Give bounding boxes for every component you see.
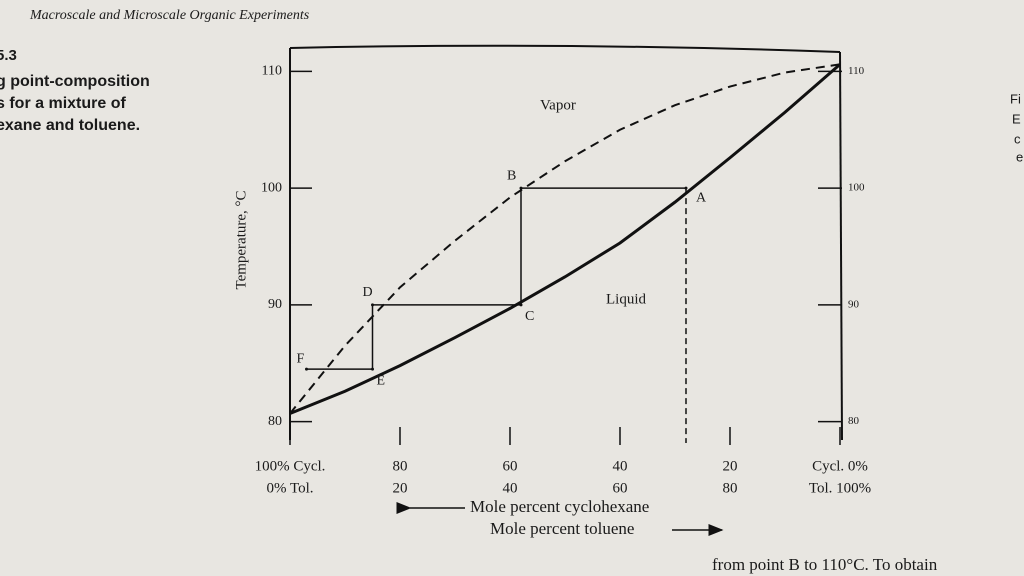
x-tick-label: 20 <box>723 458 738 474</box>
margin-text: E <box>1012 111 1021 126</box>
x2-axis-label: Mole percent toluene <box>490 519 634 538</box>
series-label: Vapor <box>540 97 576 113</box>
plot-frame-top <box>289 44 841 53</box>
y2-tick-label: 110 <box>848 65 865 77</box>
x-tick-label: 80 <box>393 458 408 474</box>
series-label: Liquid <box>606 291 646 307</box>
x2-tick-label: 20 <box>393 480 408 496</box>
y-axis-label: Temperature, °C <box>233 190 249 289</box>
point-label: F <box>297 351 305 366</box>
point <box>371 303 374 307</box>
y2-axis <box>839 51 843 441</box>
y2-tick-label: 100 <box>848 182 865 194</box>
y-tick-label: 80 <box>268 414 282 429</box>
x-axis-label: Mole percent cyclohexane <box>470 497 649 516</box>
margin-text: Fi <box>1010 91 1021 106</box>
x2-tick-label: 60 <box>613 480 628 496</box>
x2-tick-label: 40 <box>503 480 518 496</box>
point <box>371 367 374 371</box>
series-line <box>289 63 841 415</box>
page-footer: from point B to 110°C. To obtain <box>712 555 938 574</box>
point-label: D <box>363 285 373 300</box>
point-label: E <box>377 373 386 388</box>
caption-line: exane and toluene. <box>0 117 140 134</box>
y2-tick-label: 80 <box>848 415 860 427</box>
point <box>684 186 688 190</box>
y-tick-label: 110 <box>262 64 282 79</box>
x-tick-label: 40 <box>613 458 628 474</box>
x2-tick-label: 80 <box>723 480 738 496</box>
point-label: A <box>696 190 707 205</box>
x2-tick-label: 0% Tol. <box>266 480 313 496</box>
caption-line: s for a mixture of <box>0 95 126 112</box>
point-label: C <box>525 309 534 324</box>
x2-tick-label: Tol. 100% <box>809 480 871 496</box>
y2-tick-label: 90 <box>848 298 860 310</box>
series-line <box>289 63 841 415</box>
point <box>519 186 523 190</box>
caption-line: 5.3 <box>0 47 17 64</box>
x-tick-label: 100% Cycl. <box>255 458 326 474</box>
point-label: B <box>507 168 516 183</box>
page-header: Macroscale and Microscale Organic Experi… <box>29 8 310 23</box>
y-tick-label: 90 <box>268 297 282 312</box>
x-tick-label: Cycl. 0% <box>812 458 868 474</box>
point <box>519 303 523 307</box>
caption-line: g point-composition <box>0 73 150 90</box>
y-tick-label: 100 <box>261 180 282 195</box>
x-tick-label: 60 <box>503 458 518 474</box>
margin-text: c <box>1014 131 1021 146</box>
point <box>305 367 308 371</box>
margin-text: e <box>1016 149 1023 164</box>
